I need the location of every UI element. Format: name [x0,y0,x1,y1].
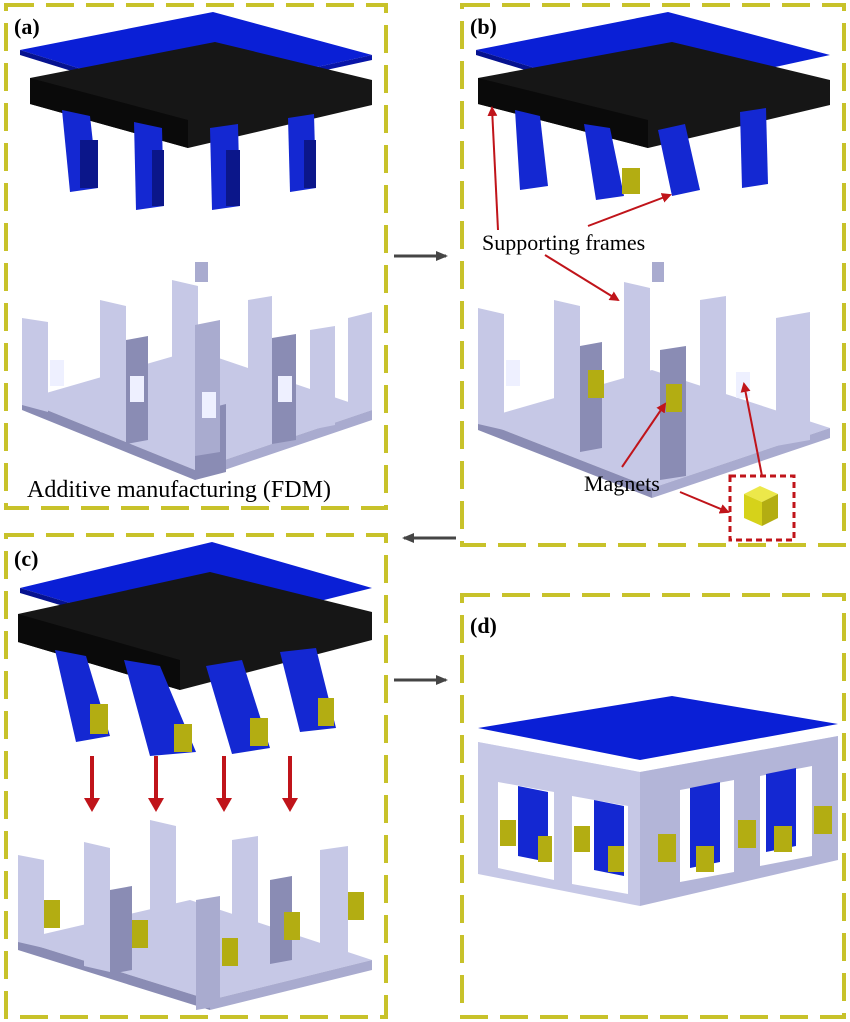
panel-a-label: (a) [14,14,40,39]
printed-base [18,820,372,1010]
process-arrows [394,251,456,685]
panel-c-border [4,533,388,1019]
assembled-structure [478,736,838,906]
printed-base [22,262,372,480]
blue-pillars [515,108,768,200]
magnets-annotation: Magnets [584,471,660,496]
panel-c: (c) [14,542,372,1010]
top-plate [478,696,838,760]
magnet-callout-box [728,474,796,542]
magnet [588,370,604,398]
panel-c-label: (c) [14,546,38,571]
panel-d-label: (d) [470,613,497,638]
panel-a: (a) [14,12,372,503]
magnet [622,168,640,194]
magnet-cube [744,486,778,526]
magnets [90,698,334,752]
supporting-frames-annotation: Supporting frames [482,230,645,255]
panel-b-label: (b) [470,14,497,39]
magnet [666,384,682,412]
panel-d: (d) [470,613,838,906]
panel-a-caption: Additive manufacturing (FDM) [27,477,331,503]
printed-base [478,262,830,498]
down-arrows [84,756,298,812]
panel-b-border [460,3,846,547]
panel-b: (b) [470,12,830,542]
